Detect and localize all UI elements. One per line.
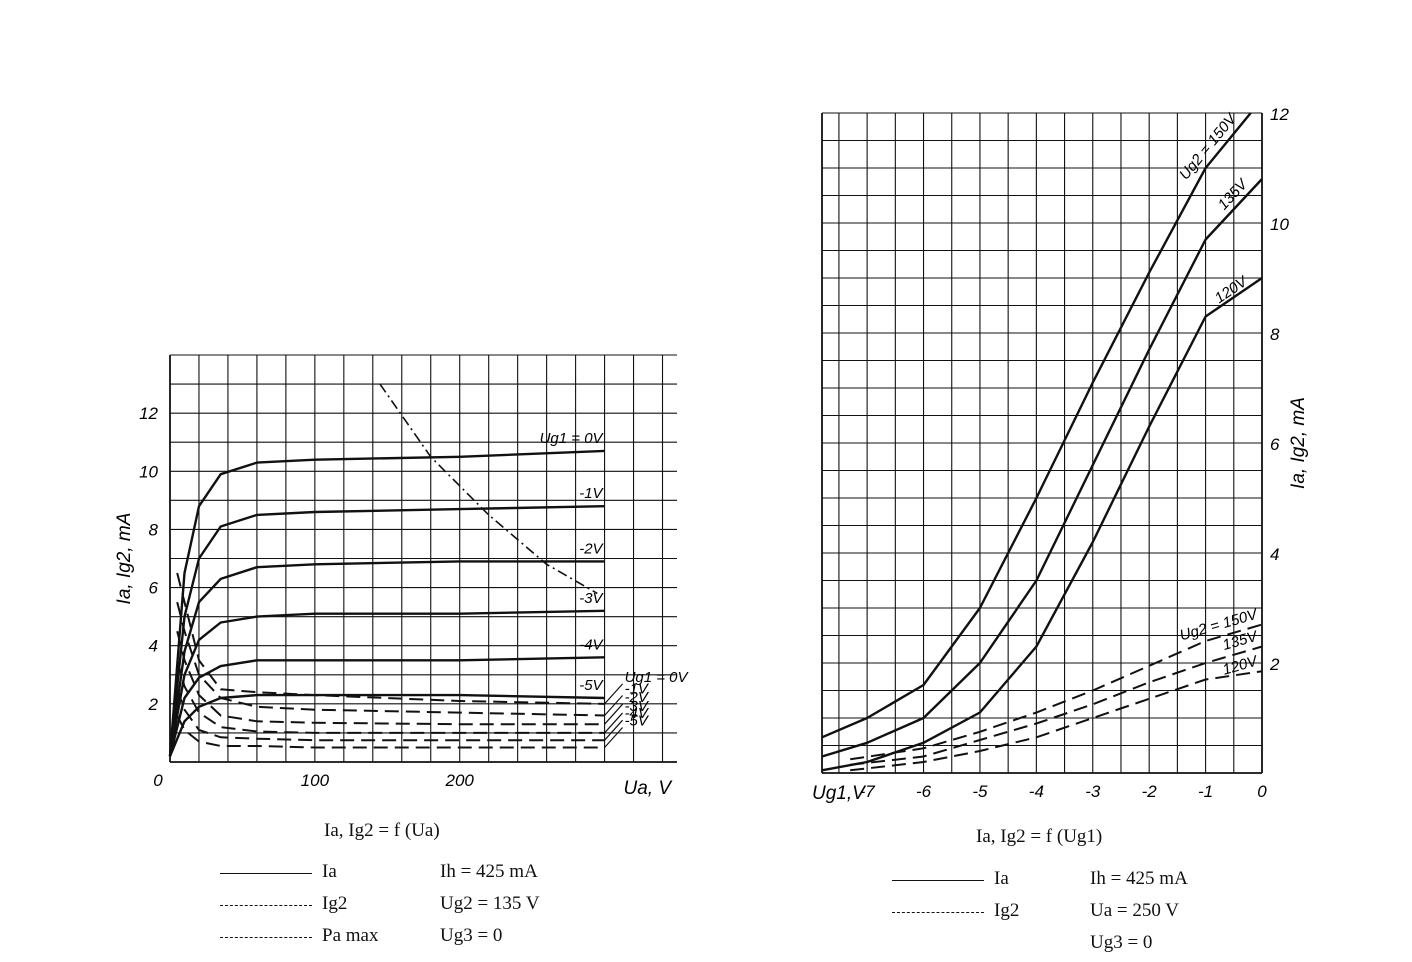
ig2-label-leader bbox=[604, 683, 624, 705]
x-tick-label: -2 bbox=[1142, 782, 1158, 801]
ig2-curve-label: -4V bbox=[625, 705, 650, 722]
left-legend-cond2: Ug2 = 135 V bbox=[440, 893, 540, 914]
ia-curve-label: -2V bbox=[579, 540, 604, 557]
right-legend-ia-sample bbox=[892, 880, 984, 881]
ia-curve bbox=[168, 449, 605, 757]
ia-curve-label: -5V bbox=[579, 677, 604, 694]
x-tick-label: -4 bbox=[1029, 782, 1044, 801]
x-tick-label: -7 bbox=[860, 782, 876, 801]
y-tick-label: 4 bbox=[149, 637, 158, 656]
ig2-curve bbox=[850, 623, 1263, 761]
ig2-curve bbox=[176, 688, 605, 742]
y-tick-label: 2 bbox=[148, 695, 159, 714]
left-chart-title: Ia, Ig2 = f (Ua) bbox=[324, 820, 440, 841]
y-axis-label: Ia, Ig2, mA bbox=[1288, 397, 1309, 489]
ig2-curve bbox=[176, 715, 605, 749]
right-legend-ig2-label: Ig2 bbox=[994, 900, 1020, 921]
ig2-label-leader bbox=[604, 727, 624, 748]
left-legend-ia-sample bbox=[220, 873, 312, 874]
ia-curve-label: -1V bbox=[579, 485, 604, 502]
y-tick-label: 4 bbox=[1270, 545, 1279, 564]
y-tick-label: 8 bbox=[149, 520, 159, 539]
x-tick-label: 200 bbox=[445, 771, 475, 790]
ig2-curve-label: Ug1 = 0V bbox=[625, 669, 690, 686]
ig2-label-leader bbox=[604, 712, 624, 734]
ia-curve bbox=[168, 656, 605, 757]
left-legend-ia-label: Ia bbox=[322, 861, 337, 882]
ig2-curve bbox=[176, 660, 605, 734]
right-legend-cond3: Ug3 = 0 bbox=[1090, 932, 1153, 953]
ig2-label-leader bbox=[604, 695, 624, 716]
ia-curve bbox=[821, 277, 1263, 772]
ia-curve-label: Ug2 = 150V bbox=[1176, 109, 1241, 183]
ig2-curve-label: -3V bbox=[625, 698, 650, 715]
origin-label: 0 bbox=[153, 771, 163, 790]
ig2-curve bbox=[176, 601, 605, 717]
y-tick-label: 6 bbox=[1270, 435, 1280, 454]
left-legend-ig2-label: Ig2 bbox=[322, 893, 348, 914]
y-tick-label: 10 bbox=[1270, 215, 1289, 234]
left-legend-pamax-label: Pa max bbox=[322, 925, 379, 946]
x-axis-label: Ua, V bbox=[623, 778, 673, 799]
y-axis-label: Ia, Ig2, mA bbox=[114, 513, 135, 605]
ia-curve-label: -4V bbox=[579, 636, 604, 653]
right-legend-cond1: Ih = 425 mA bbox=[1090, 868, 1188, 889]
ia-curve bbox=[168, 693, 605, 757]
ig2-curve bbox=[176, 572, 605, 705]
pa-max-curve bbox=[379, 383, 598, 595]
ia-curve-label: -3V bbox=[579, 590, 604, 607]
ia-curve bbox=[168, 609, 605, 757]
y-tick-label: 8 bbox=[1270, 325, 1280, 344]
ig2-curve-label: -2V bbox=[625, 689, 650, 706]
ia-curve-label: Ug1 = 0V bbox=[540, 430, 605, 447]
x-tick-label: 100 bbox=[301, 771, 330, 790]
y-tick-label: 6 bbox=[149, 579, 159, 598]
x-tick-label: -3 bbox=[1085, 782, 1101, 801]
ia-curve bbox=[168, 505, 605, 757]
ig2-label-leader bbox=[604, 703, 624, 725]
y-tick-label: 12 bbox=[1270, 105, 1289, 124]
y-tick-label: 12 bbox=[139, 404, 158, 423]
transfer-characteristic-chart: -7 -6 -5 -4 -3 -2 -1 0 Ug1,V 2 4 6 8 10 12 Ia, Ig2, mA U… bbox=[812, 105, 1309, 804]
ig2-curve bbox=[850, 670, 1263, 772]
ia-curve bbox=[821, 178, 1263, 758]
left-legend-ig2-sample bbox=[220, 905, 312, 906]
left-legend-cond3: Ug3 = 0 bbox=[440, 925, 503, 946]
y-tick-label: 10 bbox=[139, 462, 158, 481]
x-axis-label: Ug1,V bbox=[812, 783, 867, 804]
right-chart-title: Ia, Ig2 = f (Ug1) bbox=[976, 826, 1103, 847]
right-legend-cond2: Ua = 250 V bbox=[1090, 900, 1179, 921]
ia-curve-label: 120V bbox=[1212, 272, 1252, 307]
ig2-curve-label: -5V bbox=[625, 712, 650, 729]
y-tick-label: 2 bbox=[1269, 655, 1280, 674]
x-tick-label: 0 bbox=[1257, 782, 1267, 801]
ig2-curve bbox=[176, 630, 605, 726]
ia-curve bbox=[821, 112, 1252, 739]
x-tick-label: -5 bbox=[972, 782, 988, 801]
left-legend-cond1: Ih = 425 mA bbox=[440, 861, 538, 882]
ig2-curve bbox=[850, 645, 1263, 766]
ia-curve bbox=[168, 560, 605, 757]
right-legend-ia-label: Ia bbox=[994, 868, 1009, 889]
x-tick-label: -6 bbox=[916, 782, 932, 801]
x-tick-label: -1 bbox=[1198, 782, 1213, 801]
ig2-curve-label: -1V bbox=[625, 680, 650, 697]
right-legend-ig2-sample bbox=[892, 912, 984, 913]
ig2-label-leader bbox=[604, 719, 624, 741]
left-legend-pamax-sample bbox=[220, 937, 312, 938]
